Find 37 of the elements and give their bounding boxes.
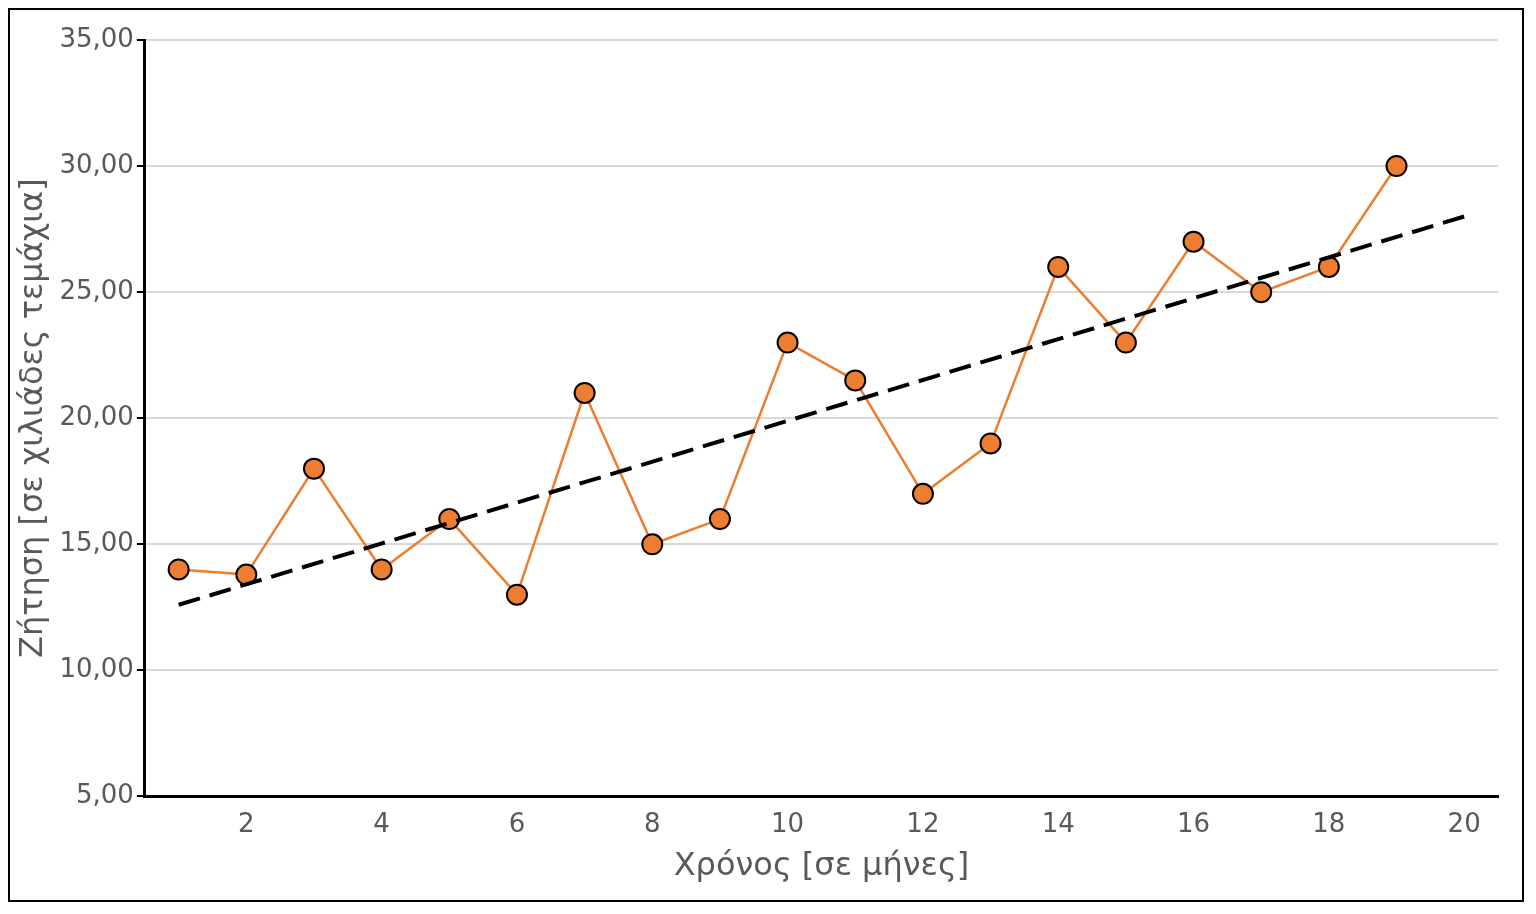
point xyxy=(776,331,799,354)
y-tick-label: 30,00 xyxy=(59,148,134,179)
x-tick-label: 20 xyxy=(1447,807,1481,838)
point xyxy=(844,369,867,392)
x-tick-label: 16 xyxy=(1176,807,1211,838)
point xyxy=(641,533,664,556)
point xyxy=(1047,255,1070,278)
point xyxy=(1385,155,1408,178)
x-tick-label: 18 xyxy=(1312,807,1346,838)
point xyxy=(1182,230,1205,253)
point xyxy=(979,432,1002,455)
point xyxy=(167,558,190,581)
y-tick-label: 35,00 xyxy=(59,22,134,53)
x-tick-label: 8 xyxy=(644,807,661,838)
x-tick-label: 2 xyxy=(238,807,255,838)
point xyxy=(1114,331,1137,354)
point xyxy=(235,563,258,586)
y-axis-title: Ζήτηση [σε χιλιάδες τεμάχια] xyxy=(11,178,50,659)
y-tick-label: 5,00 xyxy=(75,779,134,810)
point xyxy=(911,482,934,505)
x-tick-label: 12 xyxy=(906,807,940,838)
y-tick-label: 25,00 xyxy=(59,274,134,305)
point xyxy=(505,583,528,606)
point xyxy=(573,381,596,404)
y-tick-label: 10,00 xyxy=(59,653,134,684)
x-axis-title: Χρόνος [σε μήνες] xyxy=(673,845,970,884)
point xyxy=(302,457,325,480)
y-tick-label: 15,00 xyxy=(59,527,134,558)
point xyxy=(370,558,393,581)
x-tick-label: 4 xyxy=(373,807,390,838)
x-tick-label: 14 xyxy=(1041,807,1075,838)
x-tick-label: 10 xyxy=(771,807,805,838)
point xyxy=(1317,255,1340,278)
x-tick-label: 6 xyxy=(508,807,526,838)
point xyxy=(1250,281,1273,304)
y-tick-label: 20,00 xyxy=(59,400,134,431)
point xyxy=(708,508,731,531)
